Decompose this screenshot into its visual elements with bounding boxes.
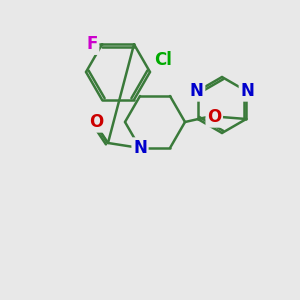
Text: N: N [133, 139, 147, 157]
Text: O: O [89, 113, 103, 131]
Text: F: F [86, 35, 98, 53]
Text: O: O [207, 108, 221, 126]
Text: N: N [190, 82, 204, 100]
Text: Cl: Cl [154, 51, 172, 69]
Text: N: N [240, 82, 254, 100]
